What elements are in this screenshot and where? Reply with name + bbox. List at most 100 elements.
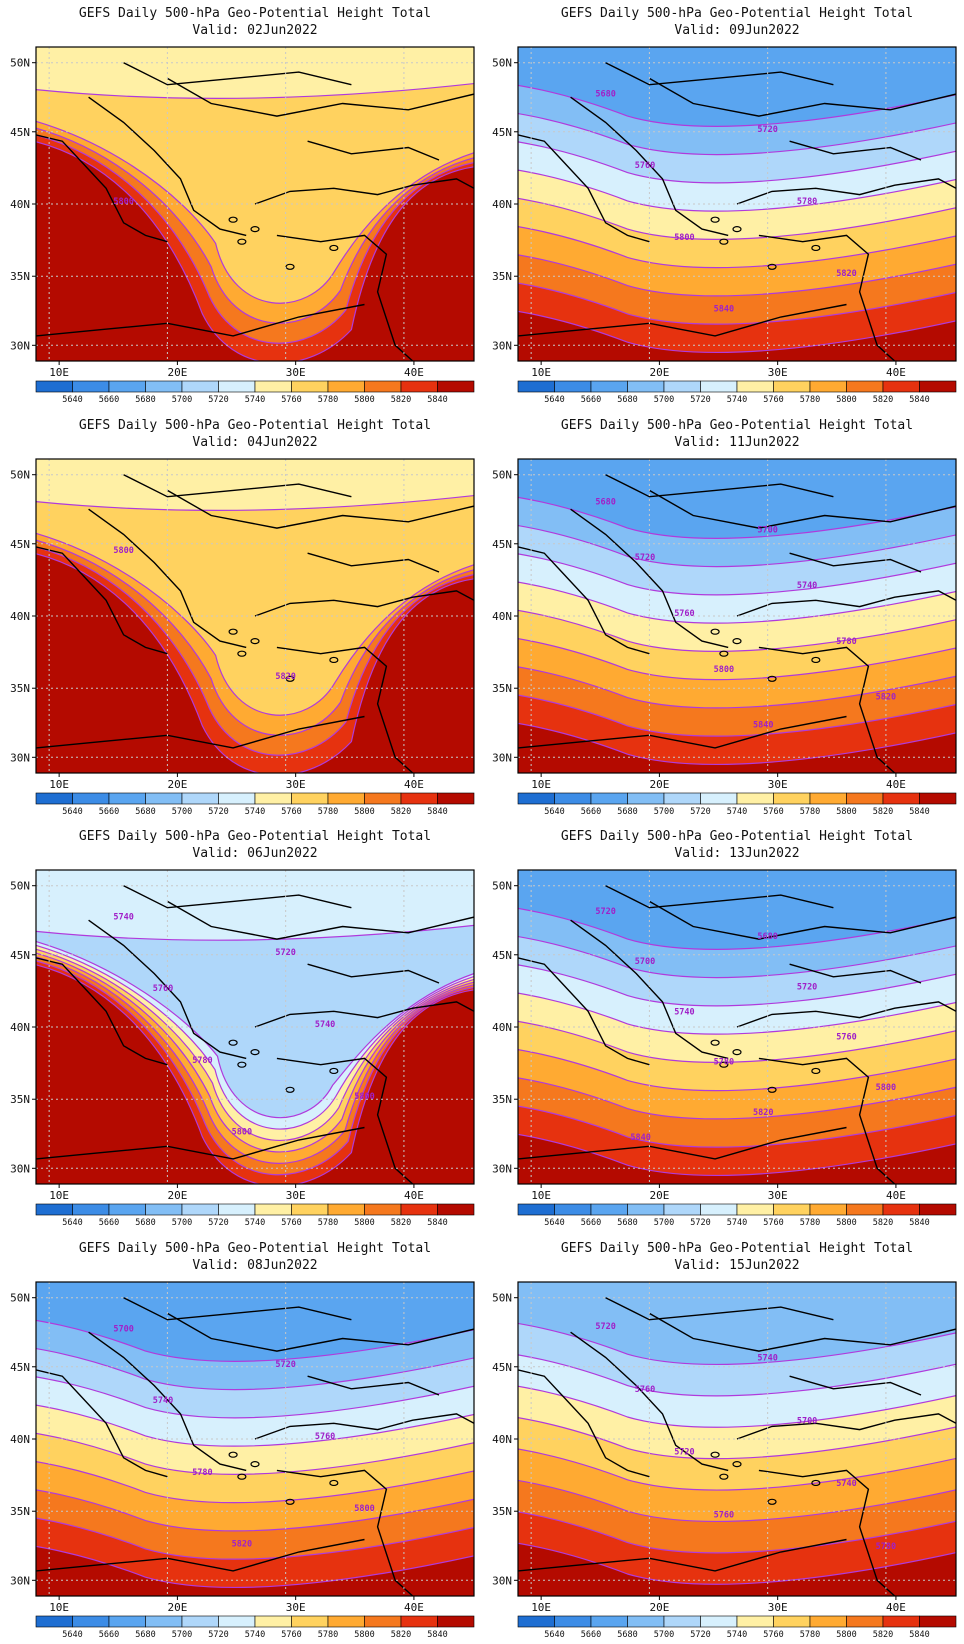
colorbar-label: 5720 [208,1630,228,1640]
lon-label: 40E [886,1189,906,1202]
colorbar-label: 5780 [318,1630,338,1640]
island [732,638,742,645]
colorbar-swatch [437,792,475,805]
island [285,263,295,270]
lat-label: 50N [492,57,512,70]
field-band [36,47,474,99]
coastline [36,303,365,337]
colorbar-swatch [773,380,811,393]
colorbar-label: 5660 [581,1630,601,1640]
lon-label: 20E [167,366,187,379]
contour-label: 5720 [275,948,295,958]
colorbar-label: 5800 [836,807,856,817]
lat-label: 35N [10,682,30,695]
island [719,1473,729,1480]
colorbar-swatch [846,1203,884,1216]
colorbar-label: 5820 [391,807,411,817]
lat-label: 50N [10,469,30,482]
contour-label: 5800 [714,665,734,675]
coastline [167,900,474,940]
field-band [36,459,474,511]
contour-label: 5800 [113,197,133,207]
colorbar-swatch [919,792,957,805]
lat-label: 30N [10,751,30,764]
height-field: 5700 5720 5740 5760 5780 5800 5820 [36,1282,474,1596]
coastline [123,885,352,909]
panel-title: GEFS Daily 500-hPa Geo-Potential Height … [79,6,431,21]
colorbar-swatch [663,1615,701,1628]
colorbar-swatch [108,792,146,805]
coastline [88,508,247,649]
lon-label: 40E [404,1601,424,1614]
colorbar-swatch [364,792,402,805]
colorbar-label: 5720 [690,1218,710,1228]
contour-label: 5740 [315,1020,335,1030]
colorbar-label: 5640 [62,807,82,817]
lat-label: 35N [492,270,512,283]
lat-label: 30N [492,1162,512,1175]
colorbar-swatch [554,1203,592,1216]
contour-label: 5800 [354,1092,374,1102]
coastline [758,1057,896,1184]
island [228,216,238,223]
colorbar-label: 5840 [909,1630,929,1640]
panel-title: GEFS Daily 500-hPa Geo-Potential Height … [79,418,431,433]
island [710,216,720,223]
lon-label: 20E [649,1601,669,1614]
colorbar-swatch [846,380,884,393]
colorbar-swatch [400,792,438,805]
colorbar-label: 5720 [208,395,228,405]
coastline [307,963,440,984]
colorbar-label: 5640 [62,395,82,405]
coastline [736,1413,956,1440]
island [767,1498,777,1505]
colorbar-label: 5740 [245,1630,265,1640]
contour-label: 5760 [153,984,173,994]
colorbar-label: 5840 [427,395,447,405]
colorbar-label: 5800 [354,807,374,817]
panel-title: GEFS Daily 500-hPa Geo-Potential Height … [561,829,913,844]
colorbar-label: 5760 [281,1218,301,1228]
colorbar-swatch [919,1203,957,1216]
colorbar-label: 5840 [427,1218,447,1228]
lon-label: 40E [886,366,906,379]
map-panel: GEFS Daily 500-hPa Geo-Potential Height … [10,6,475,405]
colorbar-swatch [364,380,402,393]
island [811,1067,821,1075]
colorbar-swatch [108,1615,146,1628]
lat-label: 40N [10,610,30,623]
colorbar-swatch [882,1203,920,1216]
colorbar-swatch [254,380,292,393]
colorbar-label: 5720 [690,807,710,817]
colorbar-label: 5780 [800,807,820,817]
colorbar-swatch [554,792,592,805]
coastline [88,919,247,1060]
coastline [518,1126,847,1160]
contour-label: 5780 [192,1056,212,1066]
coastline [649,77,956,117]
lon-label: 10E [49,366,69,379]
colorbar-label: 5680 [617,1630,637,1640]
colorbar-swatch [327,380,365,393]
colorbar-swatch [554,380,592,393]
colorbar-label: 5800 [836,1218,856,1228]
lat-label: 50N [10,880,30,893]
colorbar-swatch [291,380,329,393]
panel-title: GEFS Daily 500-hPa Geo-Potential Height … [561,418,913,433]
colorbar-label: 5820 [873,1218,893,1228]
coastline [167,489,474,529]
contour-label: 5820 [836,269,856,279]
coastline [254,590,474,617]
colorbar-label: 5700 [172,1218,192,1228]
colorbar-label: 5740 [245,807,265,817]
lon-label: 30E [768,366,788,379]
colorbar-label: 5640 [544,807,564,817]
colorbar-swatch [181,1615,219,1628]
lat-label: 50N [492,880,512,893]
lat-label: 45N [10,126,30,139]
height-field: 5800 [36,47,474,361]
lon-label: 30E [286,366,306,379]
colorbar-swatch [181,1203,219,1216]
colorbar-swatch [35,1203,73,1216]
coastline [736,1001,956,1028]
